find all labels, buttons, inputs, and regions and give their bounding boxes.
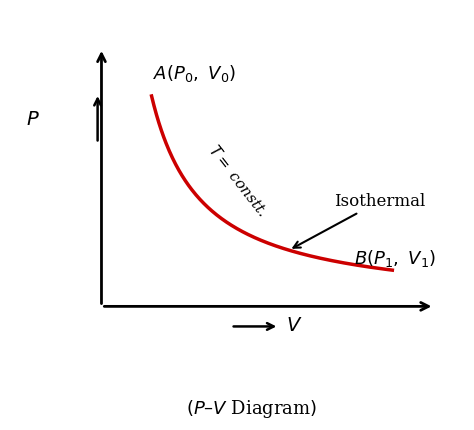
Text: $T =$ constt.: $T =$ constt. [205, 142, 271, 220]
Text: $(P$–$V$ Diagram$)$: $(P$–$V$ Diagram$)$ [186, 397, 317, 420]
Text: $V$: $V$ [286, 317, 302, 335]
Text: $A(P_0,\ V_0)$: $A(P_0,\ V_0)$ [153, 63, 236, 84]
Text: Isothermal: Isothermal [293, 193, 426, 248]
Text: $B(P_1,\ V_1)$: $B(P_1,\ V_1)$ [354, 248, 436, 269]
Text: $P$: $P$ [27, 111, 40, 129]
